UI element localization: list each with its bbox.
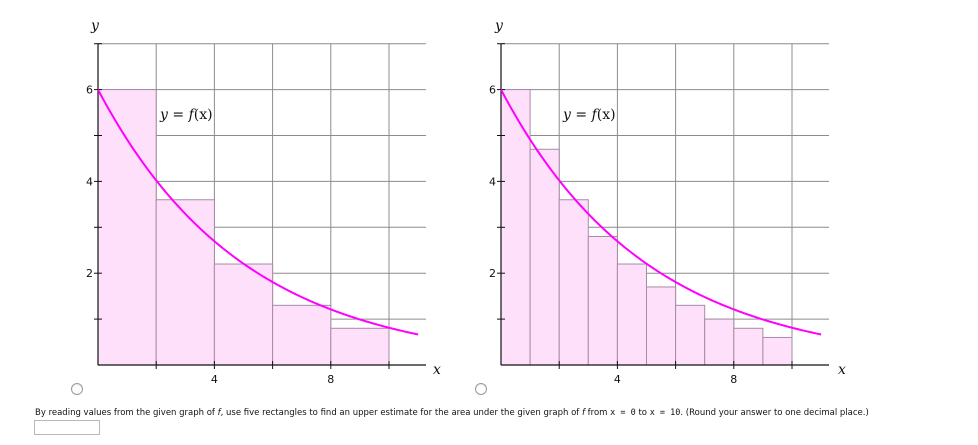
upper-rectangle [330,327,390,366]
y-tick-label: 6 [86,84,93,97]
upper-rectangle [272,304,332,366]
upper-rectangle [558,199,589,366]
rectangles [97,89,390,366]
curve-f [97,89,419,336]
question-text: By reading values from the given graph o… [35,408,869,418]
x-tick-label: 4 [211,373,218,386]
upper-rectangle [762,336,793,366]
question-part-3: from [584,408,611,418]
upper-rectangle [675,304,706,366]
chart-1: 4 8 2 4 6 y x y = f(x) [86,18,441,386]
upper-rectangle [529,148,560,366]
y-axis-label: y [494,18,504,34]
y-tick-label: 2 [86,267,93,280]
y-axis-label: y [90,18,100,34]
x-axis-label: x [838,362,846,378]
upper-rectangle [616,263,648,366]
question-part-4: to [635,408,650,418]
y-tick-label: 6 [489,84,496,97]
upper-rectangle [155,199,215,366]
upper-rectangle [97,89,157,366]
x-tick-label: 8 [730,373,737,386]
upper-rectangle [646,286,677,366]
question-x-end: x = 10 [649,408,681,418]
y-tick-label: 2 [489,267,496,280]
option-radio-right[interactable] [475,383,487,395]
x-tick-label: 8 [327,373,334,386]
question-f-1: f [217,408,221,418]
question-part-1: By reading values from the given graph o… [35,408,218,418]
upper-rectangle [733,327,764,366]
curve-f [500,89,822,336]
question-part-2: , use five rectangles to find an upper e… [220,408,582,418]
question-f-2: f [581,408,585,418]
y-tick-label: 4 [86,175,93,188]
x-axis-label: x [433,362,441,378]
x-tick-label: 4 [614,373,621,386]
curve-label: y = f(x) [562,107,616,123]
question-x-start: x = 0 [610,408,636,418]
y-tick-label: 4 [489,175,496,188]
answer-input[interactable] [34,420,100,435]
question-part-5: . (Round your answer to one decimal plac… [680,408,869,418]
rectangles [500,89,793,366]
upper-rectangle [213,263,274,366]
upper-rectangle [587,235,618,366]
chart-2: 4 8 2 4 6 y x y = f(x) [489,18,846,386]
curve-label: y = f(x) [159,107,213,123]
option-radio-left[interactable] [71,383,83,395]
upper-rectangle [704,318,735,366]
